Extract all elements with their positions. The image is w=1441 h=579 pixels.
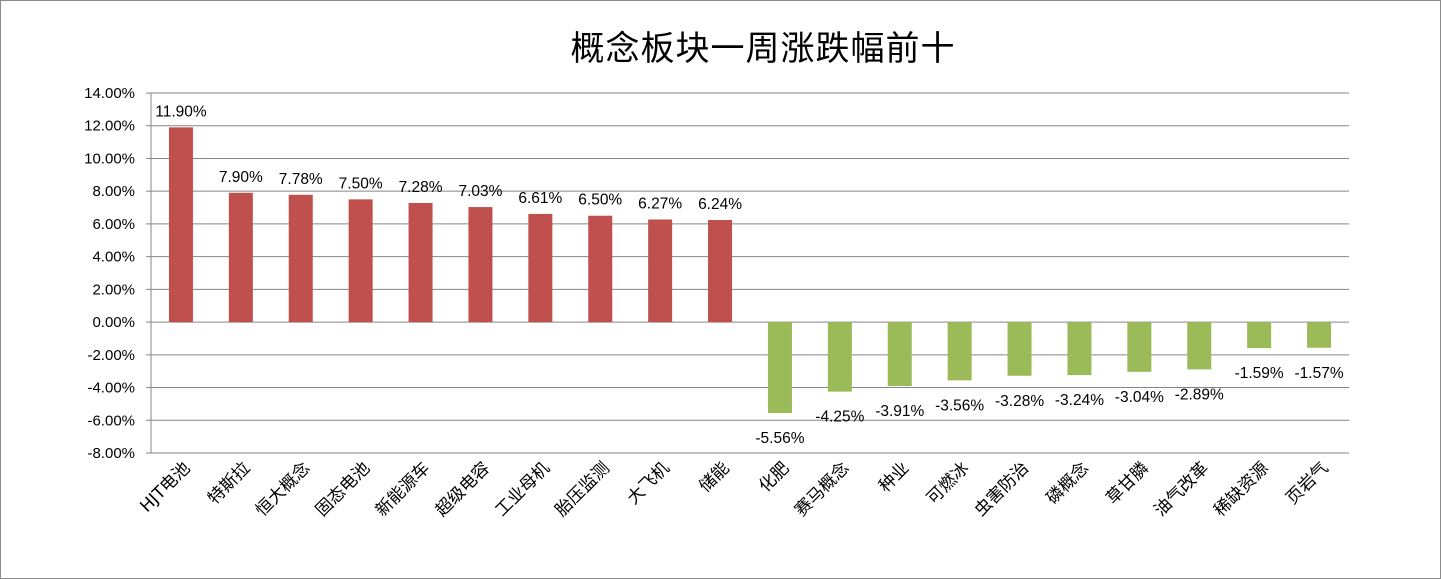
category-label: 储能	[695, 458, 733, 496]
bar	[1007, 322, 1032, 376]
data-label: -3.56%	[935, 397, 984, 414]
category-label: 种业	[875, 458, 913, 496]
y-tick-label: -2.00%	[87, 347, 135, 364]
y-tick-label: 14.00%	[84, 85, 135, 102]
category-label: 化肥	[755, 458, 793, 496]
category-label: 工业母机	[492, 458, 554, 520]
category-label: 虫害防治	[971, 458, 1033, 520]
category-label: 胎压监测	[552, 458, 614, 520]
y-tick-label: 0.00%	[92, 314, 135, 331]
bar	[528, 213, 553, 323]
bar	[767, 322, 792, 414]
data-label: -5.56%	[755, 430, 804, 447]
data-label: -3.91%	[875, 403, 924, 420]
y-tick-label: 12.00%	[84, 118, 135, 135]
data-label: -3.04%	[1115, 389, 1164, 406]
y-tick-label: -4.00%	[87, 380, 135, 397]
bar	[168, 127, 193, 323]
category-label: 磷概念	[1042, 458, 1093, 509]
bar	[947, 322, 972, 381]
chart-title: 概念板块一周涨跌幅前十	[570, 29, 956, 69]
data-label: 11.90%	[155, 103, 207, 120]
data-label: 7.03%	[458, 183, 502, 200]
bar	[887, 322, 912, 387]
bar	[1247, 322, 1272, 349]
data-label: 6.61%	[518, 190, 562, 207]
bar	[827, 322, 852, 392]
data-label: -3.24%	[1055, 392, 1104, 409]
category-label: 赛马概念	[790, 458, 853, 521]
y-tick-labels: 14.00% 12.00% 10.00% 8.00% 6.00% 4.00% 2.00% 0.…	[84, 85, 135, 462]
data-label: 7.50%	[339, 175, 383, 192]
bars	[168, 127, 1332, 414]
category-label: 油气改革	[1151, 458, 1213, 520]
category-label: 恒大概念	[251, 458, 314, 521]
bar	[648, 219, 673, 323]
category-label: 特斯拉	[204, 458, 254, 508]
data-label: -2.89%	[1175, 386, 1224, 403]
data-label: 6.27%	[638, 195, 682, 212]
y-tick-label: 6.00%	[92, 216, 135, 233]
bar	[408, 202, 433, 323]
bar	[348, 199, 373, 323]
y-tick-label: 2.00%	[92, 281, 135, 298]
data-label: 7.28%	[399, 179, 443, 196]
category-label: 超级电容	[432, 458, 494, 520]
y-tick-label: 10.00%	[84, 150, 135, 167]
data-label: 7.78%	[279, 171, 323, 188]
category-label: 新能源车	[372, 458, 434, 520]
category-label: 页岩气	[1282, 458, 1332, 508]
data-label: -1.57%	[1294, 365, 1343, 382]
category-label: 稀缺资源	[1210, 458, 1272, 520]
bar	[1187, 322, 1212, 370]
data-label: 6.24%	[698, 196, 742, 213]
bar	[288, 194, 313, 323]
y-tick-label: 8.00%	[92, 183, 135, 200]
gridlines	[151, 92, 1349, 454]
axes	[146, 92, 152, 454]
bar	[588, 215, 613, 323]
category-label: 草甘膦	[1103, 458, 1153, 508]
bar	[1307, 322, 1332, 348]
bar	[708, 219, 733, 323]
bar	[1127, 322, 1152, 372]
data-label: 6.50%	[578, 192, 622, 209]
category-label: HJT电池	[136, 458, 194, 516]
data-labels: 11.90% 7.90% 7.78% 7.50% 7.28% 7.03% 6.61% 6.50…	[155, 103, 1344, 447]
bar	[228, 192, 253, 323]
category-label: 可燃冰	[923, 458, 973, 508]
data-label: -3.28%	[995, 393, 1044, 410]
category-label: 大飞机	[623, 458, 673, 508]
data-label: -4.25%	[815, 409, 864, 426]
y-tick-label: 4.00%	[92, 249, 135, 266]
data-label: 7.90%	[219, 169, 263, 186]
data-label: -1.59%	[1235, 365, 1284, 382]
y-tick-label: -8.00%	[87, 445, 135, 462]
y-tick-label: -6.00%	[87, 412, 135, 429]
category-label: 固态电池	[312, 458, 374, 520]
bar	[1067, 322, 1092, 376]
bar	[468, 207, 493, 323]
